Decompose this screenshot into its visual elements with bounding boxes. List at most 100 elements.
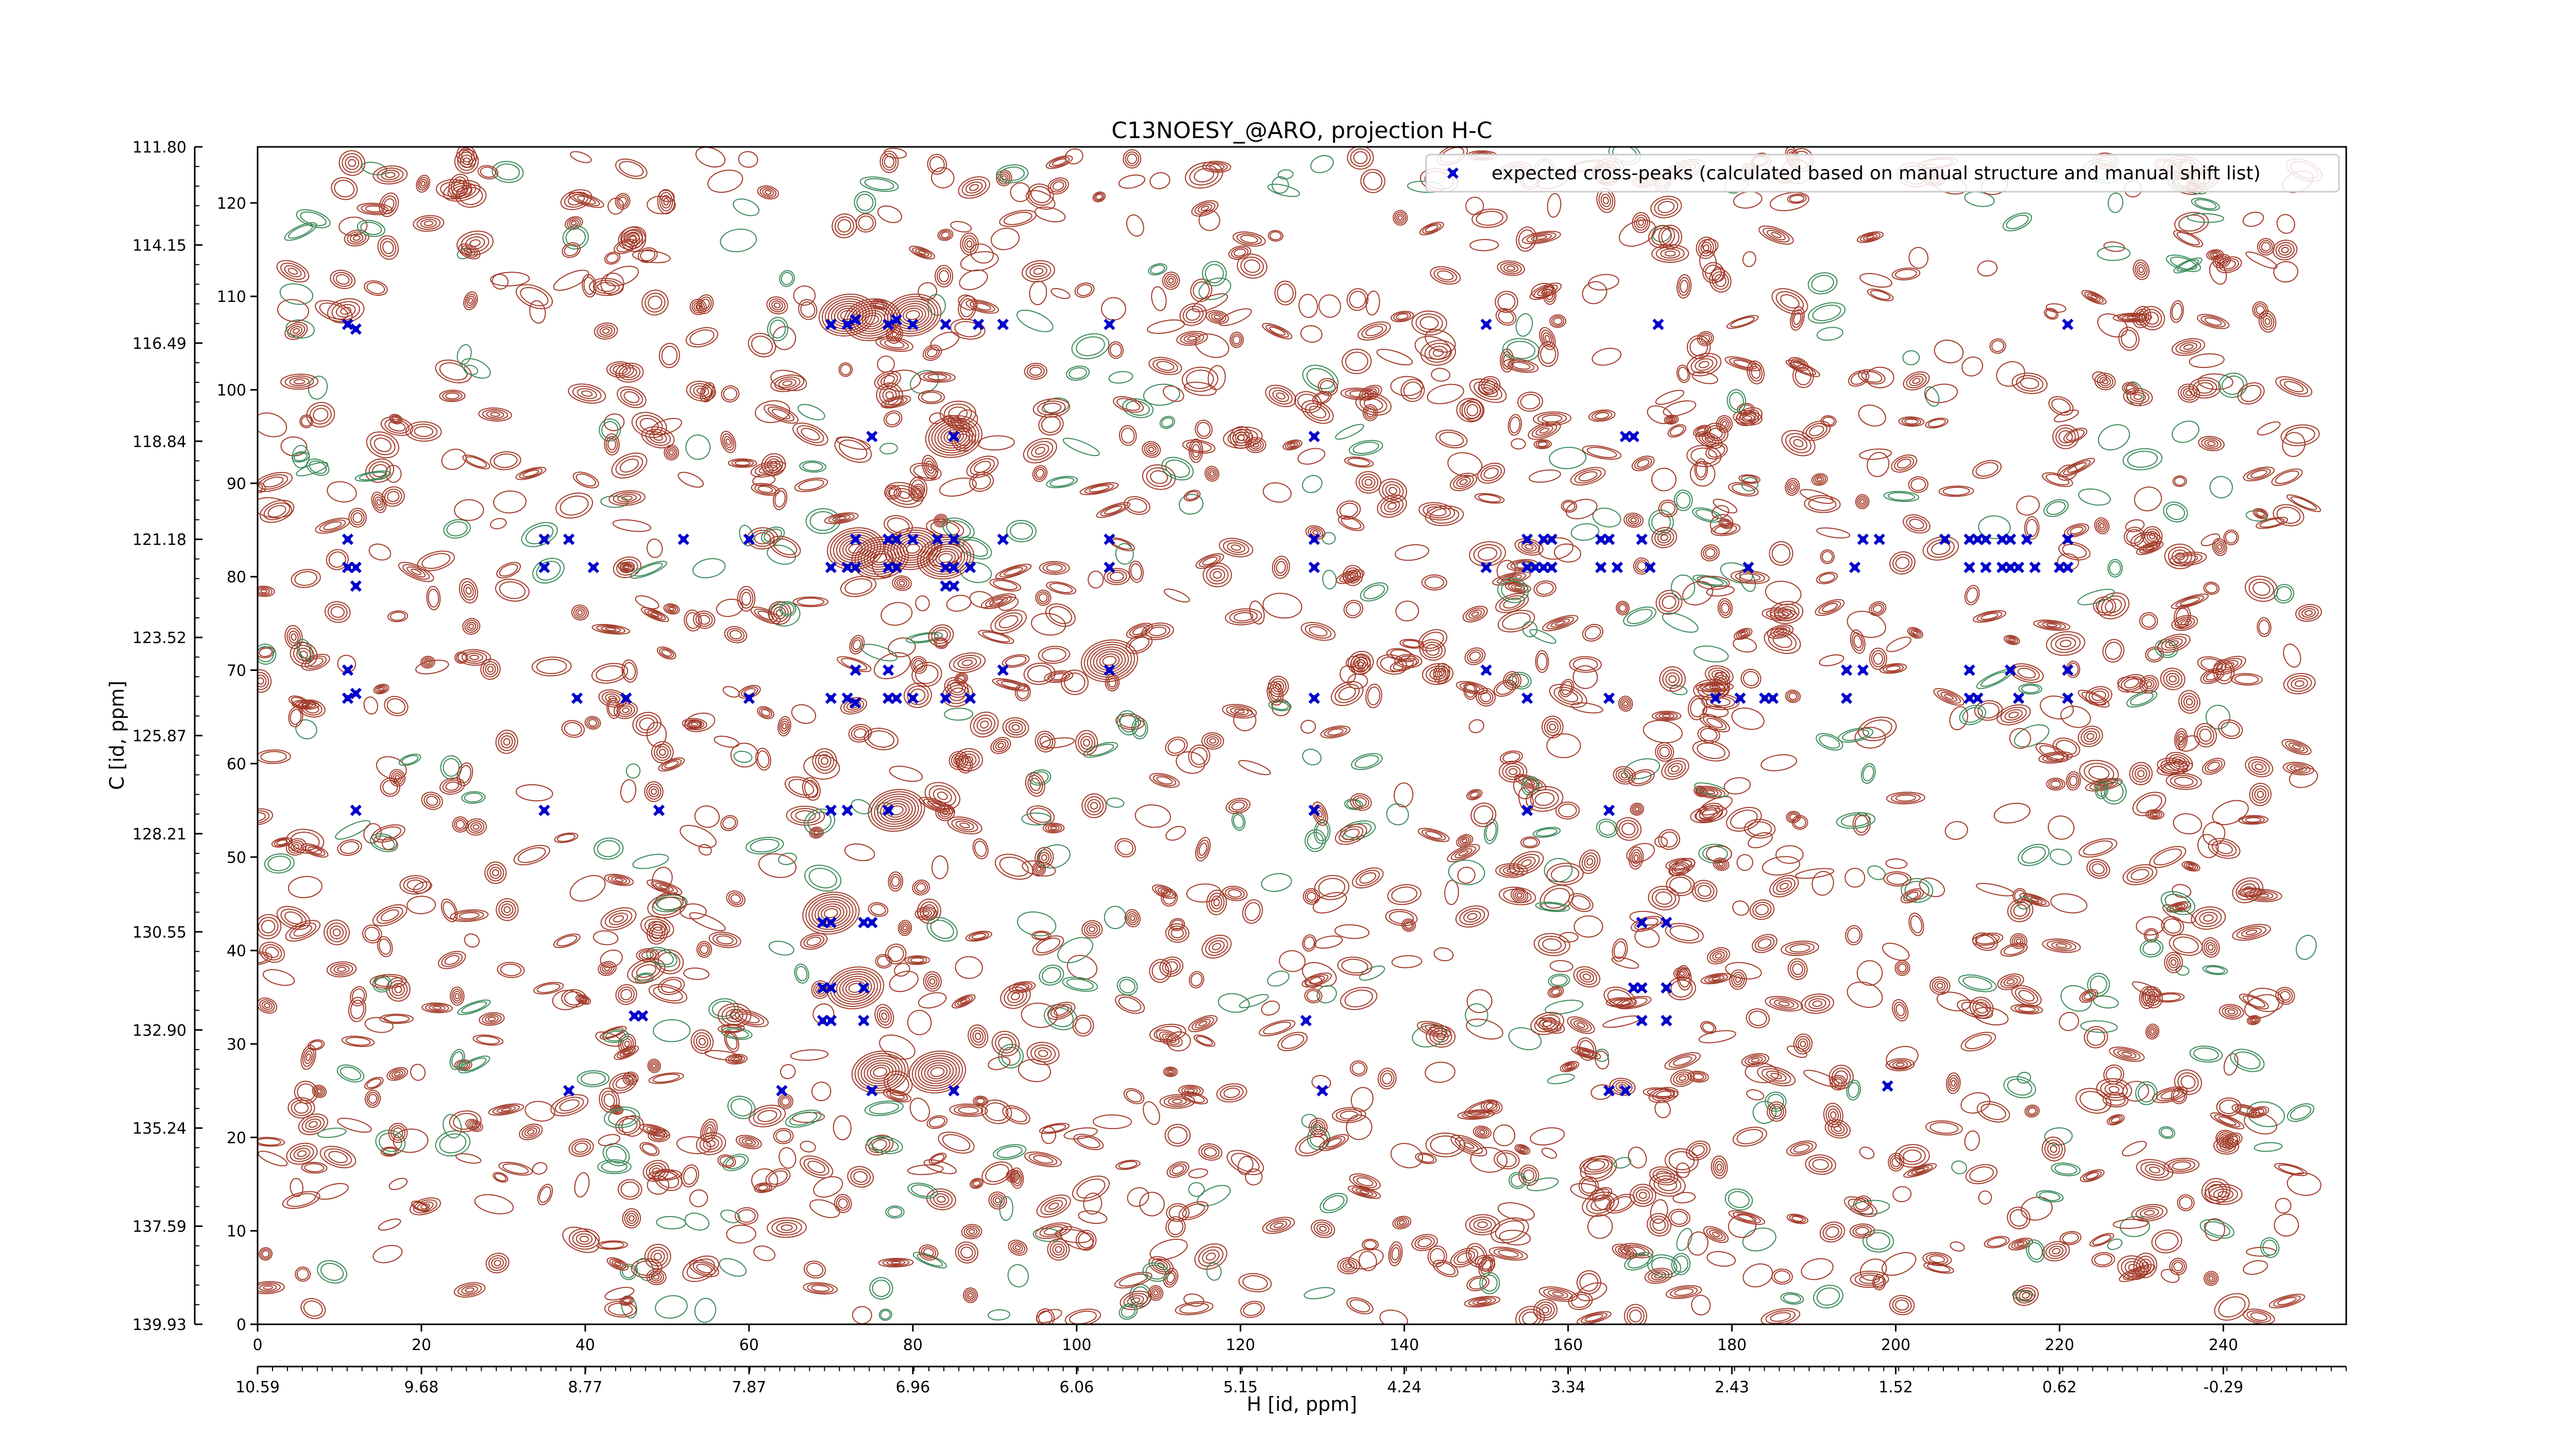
positive-contour: [1052, 1243, 1065, 1256]
positive-contour: [639, 1123, 670, 1137]
positive-contour: [1698, 239, 1714, 257]
positive-contour: [626, 232, 640, 246]
positive-contour: [581, 390, 593, 397]
positive-contour: [751, 335, 773, 355]
negative-contour: [2097, 246, 2131, 261]
positive-contour: [889, 765, 923, 782]
positive-contour: [982, 631, 1010, 643]
positive-contour: [834, 1194, 852, 1214]
positive-contour: [748, 332, 776, 358]
positive-contour: [335, 304, 356, 318]
positive-contour: [1344, 989, 1374, 1007]
positive-contour: [1934, 981, 1946, 991]
positive-contour: [2149, 846, 2187, 868]
positive-contour: [2140, 1208, 2159, 1218]
positive-contour: [1231, 544, 1242, 551]
cross-peak-marker: [1546, 561, 1558, 574]
positive-contour: [989, 597, 1008, 606]
positive-contour: [737, 586, 756, 612]
positive-contour: [298, 699, 326, 718]
positive-contour: [393, 1127, 403, 1139]
positive-contour: [498, 901, 516, 919]
positive-contour: [1005, 719, 1026, 736]
positive-contour: [879, 150, 899, 173]
positive-contour: [953, 755, 964, 766]
positive-contour: [958, 176, 990, 199]
positive-contour: [647, 921, 668, 945]
positive-contour: [1634, 807, 1639, 812]
positive-contour: [261, 920, 276, 934]
positive-contour: [1732, 1126, 1768, 1147]
positive-contour: [931, 855, 948, 880]
positive-contour: [1127, 1187, 1149, 1207]
positive-contour: [1892, 1061, 1908, 1069]
positive-contour: [368, 543, 392, 561]
positive-contour: [1130, 915, 1136, 921]
positive-contour: [453, 1282, 486, 1298]
positive-contour: [1960, 1092, 1991, 1114]
positive-contour: [939, 270, 950, 282]
positive-contour: [319, 302, 348, 320]
positive-contour: [379, 1014, 414, 1024]
positive-contour: [656, 646, 676, 660]
positive-contour: [1050, 288, 1071, 299]
positive-contour: [980, 593, 1016, 610]
negative-contour: [1813, 1285, 1844, 1309]
positive-contour: [2248, 759, 2270, 775]
positive-contour: [495, 730, 518, 754]
positive-contour: [923, 373, 952, 382]
positive-contour: [287, 324, 306, 338]
peak-contour: [927, 1065, 948, 1080]
positive-contour: [496, 898, 519, 921]
positive-contour: [2083, 840, 2113, 855]
positive-contour: [1892, 554, 1913, 572]
positive-contour: [1847, 927, 1861, 943]
positive-contour: [616, 559, 638, 576]
positive-contour: [615, 1116, 641, 1136]
positive-contour: [620, 1181, 640, 1198]
positive-contour: [600, 1241, 624, 1249]
positive-contour: [2261, 242, 2271, 252]
x-tick-label: 140: [1389, 1336, 1419, 1354]
positive-contour: [1503, 866, 1520, 875]
positive-contour: [1347, 651, 1374, 675]
positive-contour: [280, 374, 319, 390]
negative-contour: [446, 521, 468, 536]
positive-contour: [1691, 371, 1718, 384]
positive-contour: [1341, 958, 1368, 974]
negative-contour: [2296, 935, 2317, 960]
positive-contour: [564, 722, 582, 736]
positive-contour: [293, 645, 315, 664]
positive-contour: [934, 629, 948, 642]
positive-contour: [790, 807, 821, 824]
positive-contour: [651, 741, 674, 764]
positive-contour: [639, 418, 659, 432]
positive-contour: [1657, 200, 1675, 213]
positive-contour: [648, 1072, 684, 1084]
negative-contour: [1720, 562, 1753, 584]
positive-contour: [296, 1268, 309, 1280]
positive-contour: [459, 578, 479, 604]
positive-contour: [1202, 562, 1232, 587]
positive-contour: [423, 794, 440, 808]
positive-contour: [2245, 817, 2262, 823]
positive-contour: [1029, 280, 1047, 306]
positive-contour: [1269, 231, 1282, 241]
positive-contour: [723, 387, 738, 401]
positive-contour: [957, 1244, 976, 1261]
positive-contour: [1965, 1164, 1998, 1185]
positive-contour: [456, 1060, 470, 1070]
positive-contour: [1856, 496, 1868, 508]
positive-contour: [464, 933, 480, 948]
positive-contour: [2094, 1254, 2113, 1266]
positive-contour: [721, 1024, 742, 1033]
positive-contour: [751, 1168, 778, 1193]
positive-contour: [1039, 735, 1051, 748]
positive-contour: [2255, 763, 2264, 770]
positive-contour: [680, 824, 717, 848]
positive-contour: [726, 1224, 756, 1244]
positive-contour: [1146, 445, 1157, 454]
positive-contour: [949, 1103, 988, 1117]
positive-contour: [468, 624, 474, 629]
positive-contour: [1197, 204, 1212, 213]
